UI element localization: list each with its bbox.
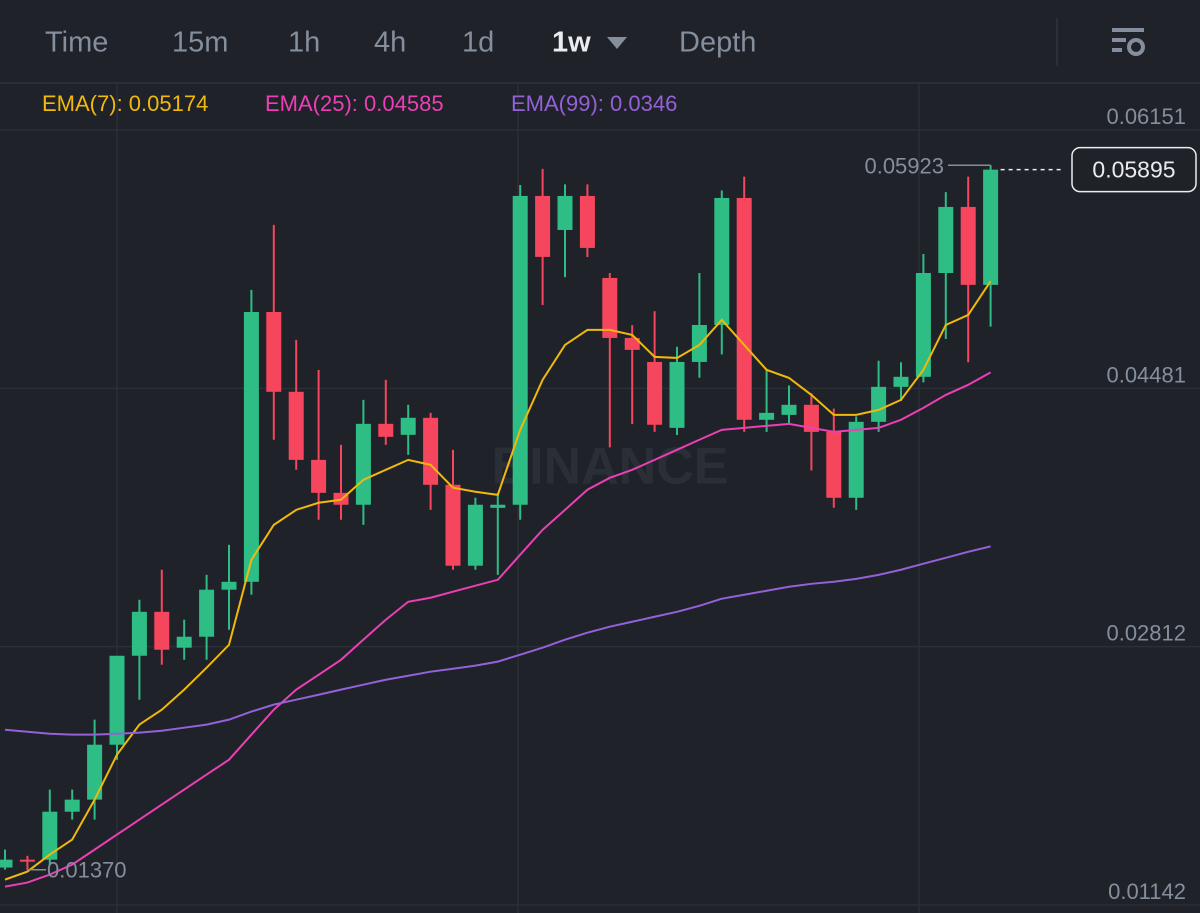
candle-body — [893, 376, 909, 387]
candle-body — [512, 195, 528, 505]
candle-body — [759, 412, 775, 420]
y-tick-label: 0.04481 — [1106, 362, 1186, 387]
candle-body — [131, 611, 147, 656]
tab[interactable]: 1w — [552, 27, 591, 59]
candle-body — [669, 361, 685, 428]
candle-body — [848, 421, 864, 498]
icon-bar — [1112, 38, 1126, 42]
y-tick-label: 0.02812 — [1106, 621, 1186, 646]
settings-icon[interactable] — [1112, 28, 1145, 56]
watermark: BINANCE — [492, 438, 729, 496]
ema-line — [4, 280, 992, 881]
candle-body — [64, 799, 80, 812]
candle-body — [288, 391, 304, 460]
low-label: 0.01370 — [47, 858, 127, 883]
tab[interactable]: 1h — [288, 27, 320, 59]
legend-name: EMA(25) — [265, 91, 352, 116]
legend-sep: : — [117, 91, 129, 116]
candle-body — [87, 744, 103, 800]
candle-body — [826, 431, 842, 498]
candle-body — [535, 195, 551, 257]
candle-body — [467, 504, 483, 566]
candle-body — [803, 404, 819, 432]
candle-body — [938, 206, 954, 273]
legend-name: EMA(99) — [511, 91, 598, 116]
candle-body — [960, 206, 976, 285]
legend-value: 0.04585 — [364, 91, 444, 116]
y-tick-label: 0.01142 — [1108, 879, 1186, 904]
ema-line — [4, 371, 992, 888]
candle-body — [871, 386, 887, 422]
candle-body — [176, 636, 192, 648]
icon-bar — [1112, 48, 1122, 52]
legend-sep: : — [598, 91, 610, 116]
legend-name: EMA(7) — [42, 91, 117, 116]
candle-body — [557, 195, 573, 230]
price-label: 0.05895 — [1092, 157, 1175, 183]
icon-gear — [1127, 38, 1145, 56]
candle-body — [983, 169, 999, 285]
candle-body — [311, 459, 327, 493]
candle-body — [154, 611, 170, 650]
candle-body — [199, 589, 215, 637]
legend-entry: EMA(99): 0.0346 — [511, 91, 677, 116]
legend-value: 0.0346 — [610, 91, 677, 116]
candle-body — [445, 484, 461, 566]
candle-body — [42, 811, 58, 860]
legend-sep: : — [352, 91, 364, 116]
candle-body — [266, 311, 282, 392]
dropdown-arrow — [607, 37, 627, 49]
candle-body — [647, 361, 663, 425]
tab[interactable]: Time — [45, 27, 108, 59]
tab[interactable]: Depth — [679, 27, 756, 59]
candle-body — [915, 272, 931, 377]
candle-body — [0, 859, 13, 868]
candle-body — [736, 197, 752, 420]
candle-body — [19, 859, 35, 862]
candle-body — [400, 417, 416, 435]
candle-body — [109, 655, 125, 745]
legend-entry: EMA(25): 0.04585 — [265, 91, 444, 116]
candle-body — [490, 504, 506, 508]
legend-value: 0.05174 — [129, 91, 209, 116]
candle-body — [221, 581, 237, 590]
legend-entry: EMA(7): 0.05174 — [42, 91, 208, 116]
candle-body — [378, 423, 394, 437]
candle-body — [781, 404, 797, 415]
tab[interactable]: 4h — [374, 27, 406, 59]
tab[interactable]: 1d — [462, 27, 494, 59]
candle-body — [624, 337, 640, 350]
candle-body — [579, 195, 595, 248]
candle-body — [423, 417, 439, 485]
price-box — [1071, 146, 1197, 193]
candle-body — [355, 423, 371, 505]
candle-body — [714, 197, 730, 325]
ema-line — [4, 545, 991, 736]
candle-body — [243, 311, 259, 582]
candle-body — [602, 277, 618, 338]
icon-bar — [1112, 28, 1144, 32]
tab[interactable]: 15m — [172, 27, 228, 59]
high-label: 0.05923 — [864, 153, 944, 178]
y-tick-label: 0.06151 — [1106, 104, 1186, 129]
